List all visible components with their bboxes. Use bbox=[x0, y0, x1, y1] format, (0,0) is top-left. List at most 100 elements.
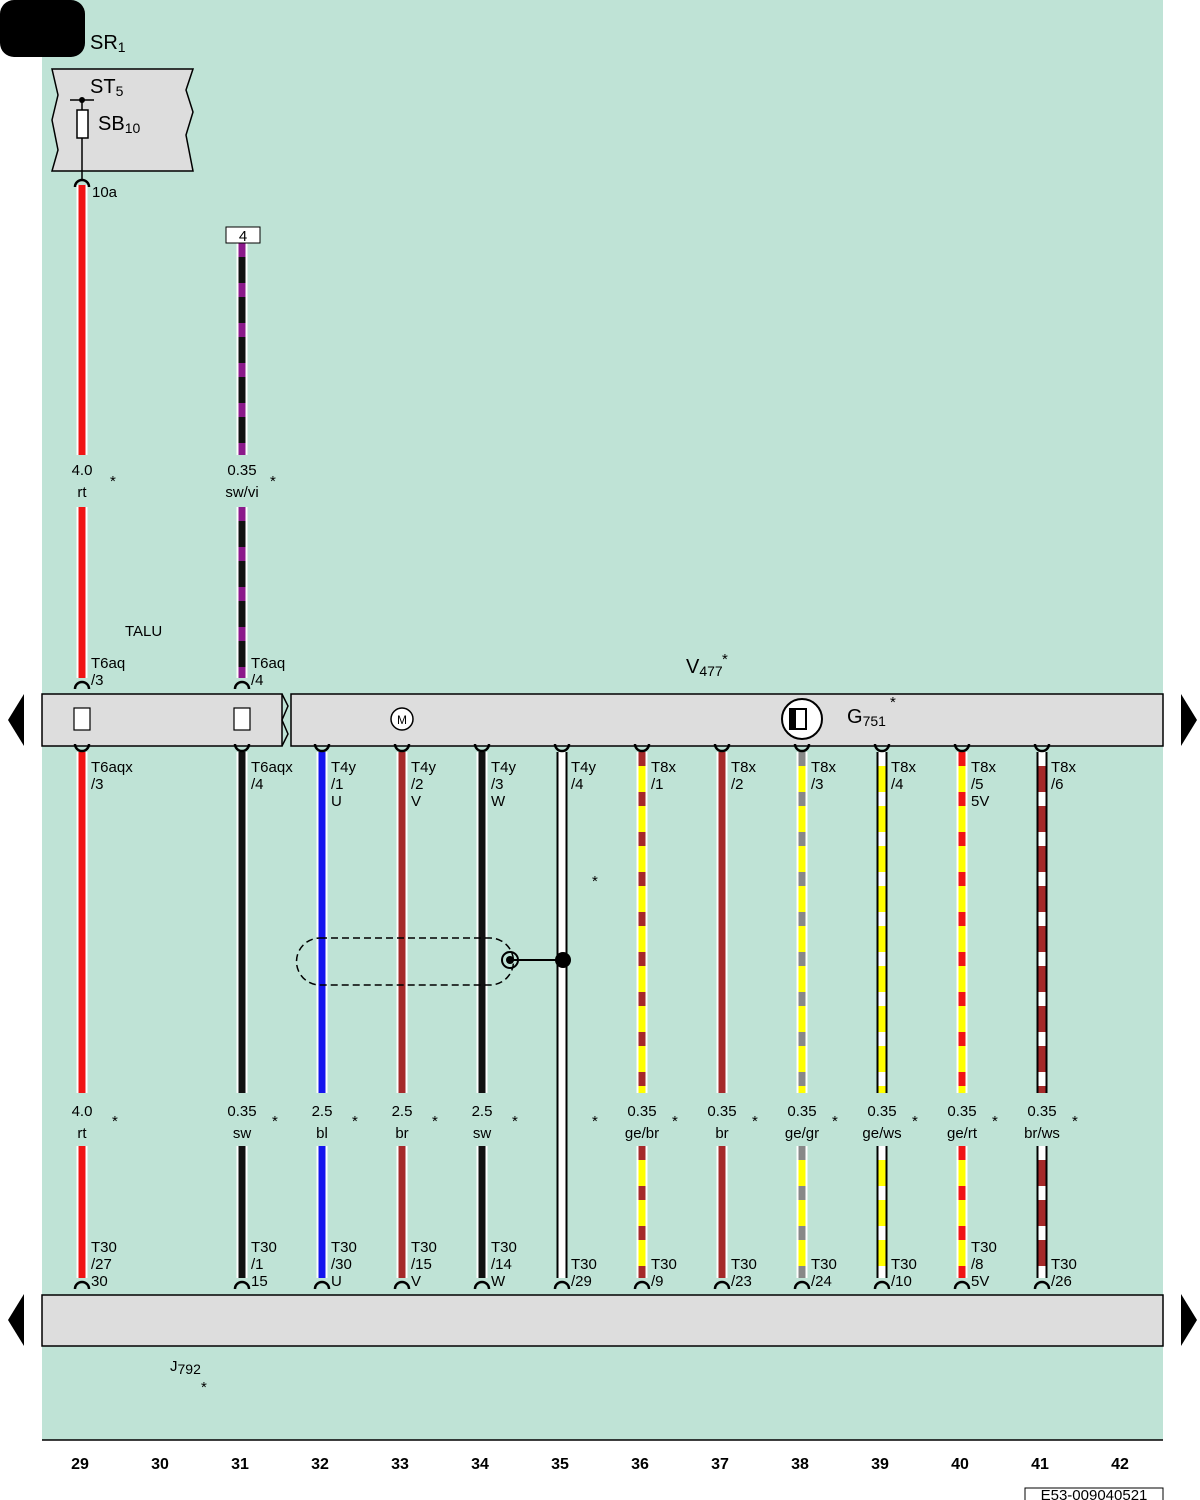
wire-color-code: br/ws bbox=[1024, 1125, 1060, 1142]
connector-label: /2 bbox=[731, 776, 744, 793]
component-index: 792 bbox=[178, 1361, 202, 1377]
connector bbox=[793, 743, 811, 753]
connector bbox=[473, 1280, 491, 1290]
wire-color-code: bl bbox=[316, 1125, 328, 1142]
connector-label: T30 bbox=[651, 1256, 677, 1273]
component-index: 1 bbox=[118, 39, 126, 55]
component-index: 751 bbox=[863, 713, 887, 729]
sensor-glyph bbox=[790, 709, 796, 729]
page-badge bbox=[0, 0, 85, 57]
connector-label: /1 bbox=[331, 776, 344, 793]
pin-label: 10a bbox=[92, 184, 118, 201]
connector-label: T30 bbox=[491, 1239, 517, 1256]
connector-label: W bbox=[491, 1273, 506, 1290]
connector-label: T6aq bbox=[91, 655, 125, 672]
note-mark: * bbox=[992, 1113, 998, 1130]
wire-color-code: sw/vi bbox=[225, 484, 258, 501]
band-break bbox=[281, 693, 289, 747]
connector-label: T30 bbox=[971, 1239, 997, 1256]
connector-label: /8 bbox=[971, 1256, 984, 1273]
connector-label: /23 bbox=[731, 1273, 752, 1290]
note-mark: * bbox=[912, 1113, 918, 1130]
wire-color-code: ge/ws bbox=[862, 1125, 901, 1142]
connector-label: /4 bbox=[891, 776, 904, 793]
component-name: SB bbox=[98, 113, 125, 135]
talu-label: TALU bbox=[125, 623, 162, 640]
component-index: 10 bbox=[125, 120, 141, 136]
note-mark: * bbox=[672, 1113, 678, 1130]
note-mark: * bbox=[592, 873, 598, 890]
fuse-node bbox=[79, 97, 85, 103]
component-name: SR bbox=[90, 32, 118, 54]
note-mark: * bbox=[112, 1113, 118, 1130]
module-band bbox=[290, 693, 1164, 747]
connector-label: T30 bbox=[731, 1256, 757, 1273]
connector bbox=[873, 743, 891, 753]
connector-label: T8x bbox=[811, 759, 837, 776]
connector bbox=[633, 743, 651, 753]
component-name: J bbox=[170, 1358, 178, 1375]
connector bbox=[73, 743, 91, 753]
connector bbox=[73, 178, 91, 188]
connector-label: T6aqx bbox=[251, 759, 293, 776]
connector-label: T8x bbox=[1051, 759, 1077, 776]
terminal-box bbox=[225, 226, 261, 244]
note-mark: * bbox=[512, 1113, 518, 1130]
component-label: SB10 bbox=[98, 113, 140, 136]
column-number: 31 bbox=[231, 1456, 249, 1473]
connector-label: 15 bbox=[251, 1273, 268, 1290]
wire-color-code: rt bbox=[77, 1125, 87, 1142]
terminal-symbol bbox=[73, 707, 91, 731]
connector-label: /10 bbox=[891, 1273, 912, 1290]
column-number: 42 bbox=[1111, 1456, 1129, 1473]
connector-label: /3 bbox=[811, 776, 824, 793]
wire-size: 4.0 bbox=[72, 1103, 93, 1120]
connector-label: /2 bbox=[411, 776, 424, 793]
wire-color-code: sw bbox=[473, 1125, 492, 1142]
connector-label: /6 bbox=[1051, 776, 1064, 793]
wire-size: 4.0 bbox=[72, 462, 93, 479]
column-number: 38 bbox=[791, 1456, 809, 1473]
column-number: 39 bbox=[871, 1456, 889, 1473]
shield bbox=[295, 937, 515, 986]
connector bbox=[713, 1280, 731, 1290]
connector-label: /4 bbox=[251, 776, 264, 793]
connector-label: T30 bbox=[571, 1256, 597, 1273]
wires bbox=[73, 178, 1051, 1290]
wire-color-code: ge/rt bbox=[947, 1125, 978, 1142]
connector-label: /15 bbox=[411, 1256, 432, 1273]
shield-node bbox=[501, 951, 519, 969]
control-unit-band bbox=[41, 1294, 1164, 1347]
connector bbox=[953, 1280, 971, 1290]
connector-label: 5V bbox=[971, 793, 989, 810]
wire-size: 0.35 bbox=[1027, 1103, 1056, 1120]
wire-color-code: rt bbox=[77, 484, 87, 501]
connector-label: T6aqx bbox=[91, 759, 133, 776]
note-mark: * bbox=[270, 473, 276, 490]
connector-label: U bbox=[331, 793, 342, 810]
wire-color-code: ge/gr bbox=[785, 1125, 819, 1142]
connector-label: T8x bbox=[651, 759, 677, 776]
connector bbox=[73, 1280, 91, 1290]
component-name: V bbox=[686, 656, 700, 678]
connector bbox=[233, 680, 251, 690]
footer-code: E53-009040521 bbox=[1041, 1487, 1148, 1500]
note-mark: * bbox=[722, 651, 728, 668]
connector bbox=[1033, 1280, 1051, 1290]
component-label: SR1 bbox=[90, 32, 126, 55]
connector-label: T30 bbox=[811, 1256, 837, 1273]
connector-label: T30 bbox=[331, 1239, 357, 1256]
column-number: 29 bbox=[71, 1456, 89, 1473]
wire-size: 0.35 bbox=[227, 462, 256, 479]
wire-size: 0.35 bbox=[627, 1103, 656, 1120]
right-arrow bbox=[1181, 694, 1197, 746]
connector-label: T8x bbox=[971, 759, 997, 776]
column-number: 35 bbox=[551, 1456, 569, 1473]
connector-label: /14 bbox=[491, 1256, 512, 1273]
wire-size: 0.35 bbox=[787, 1103, 816, 1120]
component-label: G751 bbox=[847, 706, 886, 729]
component-label: ST5 bbox=[90, 76, 124, 99]
connector-label: 5V bbox=[971, 1273, 989, 1290]
component-index: 477 bbox=[699, 663, 723, 679]
